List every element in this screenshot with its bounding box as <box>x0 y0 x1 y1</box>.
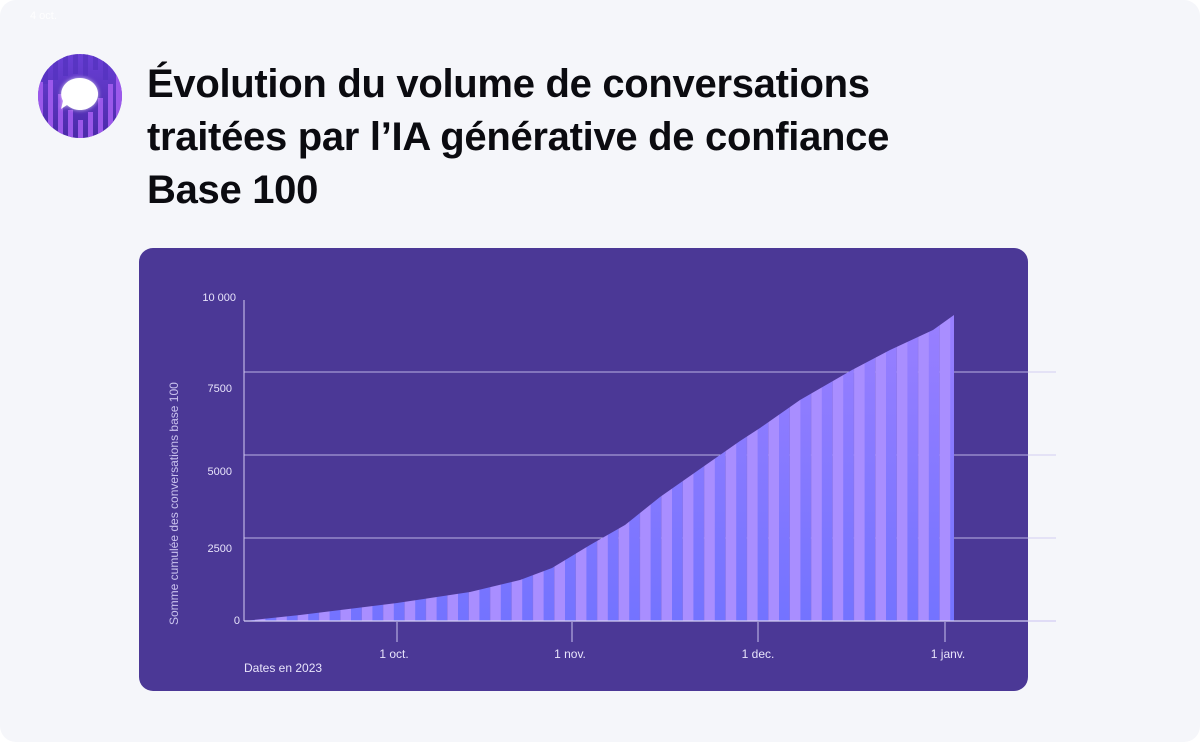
x-tick-marks <box>396 622 946 642</box>
y-tick-0: 0 <box>233 615 240 627</box>
y-tick-2500: 2500 <box>207 543 232 555</box>
x-tick-oct: 1 oct. <box>379 647 409 661</box>
title-line-3: Base 100 <box>147 168 319 212</box>
x-axis-title: Dates en 2023 <box>244 661 323 675</box>
y-tick-5000: 5000 <box>207 466 232 478</box>
x-tick-nov: 1 nov. <box>554 647 586 661</box>
corner-date-label: 4 oct. <box>30 10 57 22</box>
chat-bubble-logo-icon <box>38 54 122 138</box>
page-title: Évolution du volume de conversations tra… <box>147 58 1047 217</box>
x-tick-janv: 1 janv. <box>930 647 966 661</box>
x-tick-dec: 1 dec. <box>741 647 775 661</box>
y-axis-title-text: Somme cumulée des conversations base 100 <box>167 382 181 625</box>
area-series <box>244 315 954 621</box>
y-tick-7500: 7500 <box>207 383 232 395</box>
title-line-1: Évolution du volume de conversations <box>147 62 870 106</box>
y-tick-10000: 10 000 <box>202 292 236 304</box>
title-line-2: traitées par l’IA générative de confianc… <box>147 115 890 159</box>
